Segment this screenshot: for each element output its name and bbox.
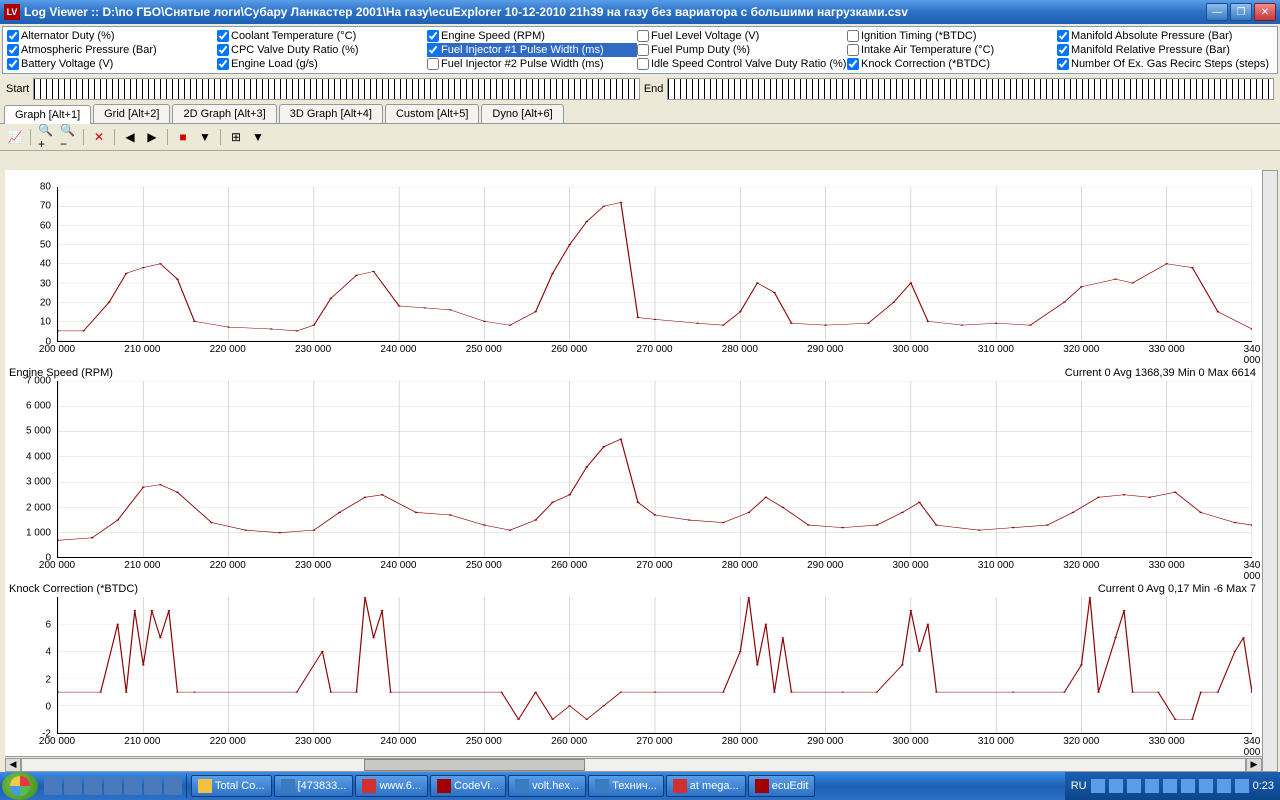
grid-icon[interactable]: ⊞ bbox=[227, 128, 245, 146]
tab[interactable]: 2D Graph [Alt+3] bbox=[172, 104, 276, 123]
tray-icon[interactable] bbox=[1091, 779, 1105, 793]
tab[interactable]: 3D Graph [Alt+4] bbox=[279, 104, 383, 123]
tab[interactable]: Graph [Alt+1] bbox=[4, 105, 91, 124]
dropdown-icon[interactable]: ▼ bbox=[196, 128, 214, 146]
taskbar-task[interactable]: CodeVi... bbox=[430, 775, 506, 797]
range-selector: Start End bbox=[0, 76, 1280, 102]
quick-launch-icon[interactable] bbox=[44, 777, 62, 795]
minimize-button[interactable]: — bbox=[1206, 3, 1228, 21]
param-checkbox[interactable]: Number Of Ex. Gas Recirc Steps (steps) bbox=[1057, 57, 1267, 71]
tab[interactable]: Dyno [Alt+6] bbox=[481, 104, 563, 123]
prev-icon[interactable]: ◀ bbox=[121, 128, 139, 146]
param-checkbox[interactable]: Knock Correction (*BTDC) bbox=[847, 57, 1057, 71]
taskbar-task[interactable]: volt.hex... bbox=[508, 775, 586, 797]
close-button[interactable]: ✕ bbox=[1254, 3, 1276, 21]
tray-icon[interactable] bbox=[1217, 779, 1231, 793]
quick-launch-icon[interactable] bbox=[124, 777, 142, 795]
param-checkbox[interactable]: Alternator Duty (%) bbox=[7, 29, 217, 43]
chart-panel: Knock Correction (*BTDC) Current 0 Avg 0,… bbox=[5, 580, 1262, 756]
horizontal-scrollbar[interactable]: ◀▶ bbox=[5, 756, 1262, 772]
taskbar: Total Co...[473833...www.6...CodeVi...vo… bbox=[0, 772, 1280, 800]
maximize-button[interactable]: ❐ bbox=[1230, 3, 1252, 21]
tray-icon[interactable] bbox=[1199, 779, 1213, 793]
language-indicator[interactable]: RU bbox=[1071, 780, 1087, 792]
quick-launch-icon[interactable] bbox=[104, 777, 122, 795]
taskbar-task[interactable]: [473833... bbox=[274, 775, 354, 797]
start-ruler[interactable] bbox=[33, 78, 640, 100]
quick-launch-icon[interactable] bbox=[164, 777, 182, 795]
quick-launch-icon[interactable] bbox=[144, 777, 162, 795]
tray-icon[interactable] bbox=[1181, 779, 1195, 793]
tab[interactable]: Grid [Alt+2] bbox=[93, 104, 170, 123]
vertical-scrollbar[interactable] bbox=[1262, 170, 1278, 772]
next-icon[interactable]: ▶ bbox=[143, 128, 161, 146]
taskbar-task[interactable]: at mega... bbox=[666, 775, 746, 797]
chart-title: Knock Correction (*BTDC) bbox=[9, 583, 138, 595]
param-checkbox[interactable]: Fuel Injector #1 Pulse Width (ms) bbox=[427, 43, 637, 57]
quick-launch-icon[interactable] bbox=[84, 777, 102, 795]
param-checkbox[interactable]: Intake Air Temperature (°C) bbox=[847, 43, 1057, 57]
tray-icon[interactable] bbox=[1235, 779, 1249, 793]
taskbar-task[interactable]: Технич... bbox=[588, 775, 664, 797]
quick-launch-icon[interactable] bbox=[64, 777, 82, 795]
tray-icon[interactable] bbox=[1145, 779, 1159, 793]
chart-icon[interactable]: 📈 bbox=[6, 128, 24, 146]
param-checkbox[interactable]: Engine Load (g/s) bbox=[217, 57, 427, 71]
param-checkbox[interactable]: Manifold Relative Pressure (Bar) bbox=[1057, 43, 1267, 57]
chart-panel: 01020304050607080200 000210 000220 00023… bbox=[5, 170, 1262, 364]
end-label: End bbox=[644, 83, 664, 95]
param-checkbox[interactable]: Engine Speed (RPM) bbox=[427, 29, 637, 43]
dropdown2-icon[interactable]: ▼ bbox=[249, 128, 267, 146]
taskbar-task[interactable]: Total Co... bbox=[191, 775, 272, 797]
clock[interactable]: 0:23 bbox=[1253, 780, 1274, 792]
param-checkbox[interactable]: Fuel Injector #2 Pulse Width (ms) bbox=[427, 57, 637, 71]
taskbar-tasks: Total Co...[473833...www.6...CodeVi...vo… bbox=[187, 775, 1065, 797]
tray-icon[interactable] bbox=[1127, 779, 1141, 793]
view-tabs: Graph [Alt+1]Grid [Alt+2]2D Graph [Alt+3… bbox=[0, 102, 1280, 124]
charts-area: 01020304050607080200 000210 000220 00023… bbox=[5, 170, 1262, 772]
taskbar-task[interactable]: www.6... bbox=[355, 775, 428, 797]
param-checkbox[interactable]: Fuel Pump Duty (%) bbox=[637, 43, 847, 57]
chart-stats: Current 0 Avg 1368,39 Min 0 Max 6614 bbox=[1065, 367, 1256, 379]
titlebar: LV Log Viewer :: D:\по ГБО\Снятые логи\С… bbox=[0, 0, 1280, 24]
param-checkbox[interactable]: Manifold Absolute Pressure (Bar) bbox=[1057, 29, 1267, 43]
chart-title: Engine Speed (RPM) bbox=[9, 367, 113, 379]
system-tray: RU 0:23 bbox=[1065, 772, 1280, 800]
start-label: Start bbox=[6, 83, 29, 95]
color-icon[interactable]: ■ bbox=[174, 128, 192, 146]
tab[interactable]: Custom [Alt+5] bbox=[385, 104, 479, 123]
tray-icon[interactable] bbox=[1109, 779, 1123, 793]
taskbar-task[interactable]: ecuEdit bbox=[748, 775, 816, 797]
param-checkbox[interactable]: CPC Valve Duty Ratio (%) bbox=[217, 43, 427, 57]
quick-launch bbox=[40, 774, 187, 798]
chart-toolbar: 📈🔍+🔍−✕◀▶■▼⊞▼ bbox=[0, 124, 1280, 151]
parameter-list[interactable]: Alternator Duty (%)Atmospheric Pressure … bbox=[2, 26, 1278, 74]
param-checkbox[interactable]: Battery Voltage (V) bbox=[7, 57, 217, 71]
chart-stats: Current 0 Avg 0,17 Min -6 Max 7 bbox=[1098, 583, 1256, 595]
start-button[interactable] bbox=[2, 772, 38, 800]
window-title: Log Viewer :: D:\по ГБО\Снятые логи\Суба… bbox=[24, 5, 1206, 19]
param-checkbox[interactable]: Idle Speed Control Valve Duty Ratio (%) bbox=[637, 57, 847, 71]
zoom-in-icon[interactable]: 🔍+ bbox=[37, 128, 55, 146]
chart-panel: Engine Speed (RPM) Current 0 Avg 1368,39 … bbox=[5, 364, 1262, 581]
param-checkbox[interactable]: Atmospheric Pressure (Bar) bbox=[7, 43, 217, 57]
delete-icon[interactable]: ✕ bbox=[90, 128, 108, 146]
param-checkbox[interactable]: Ignition Timing (*BTDC) bbox=[847, 29, 1057, 43]
param-checkbox[interactable]: Fuel Level Voltage (V) bbox=[637, 29, 847, 43]
app-icon: LV bbox=[4, 4, 20, 20]
tray-icon[interactable] bbox=[1163, 779, 1177, 793]
end-ruler[interactable] bbox=[667, 78, 1274, 100]
zoom-out-icon[interactable]: 🔍− bbox=[59, 128, 77, 146]
param-checkbox[interactable]: Coolant Temperature (°C) bbox=[217, 29, 427, 43]
